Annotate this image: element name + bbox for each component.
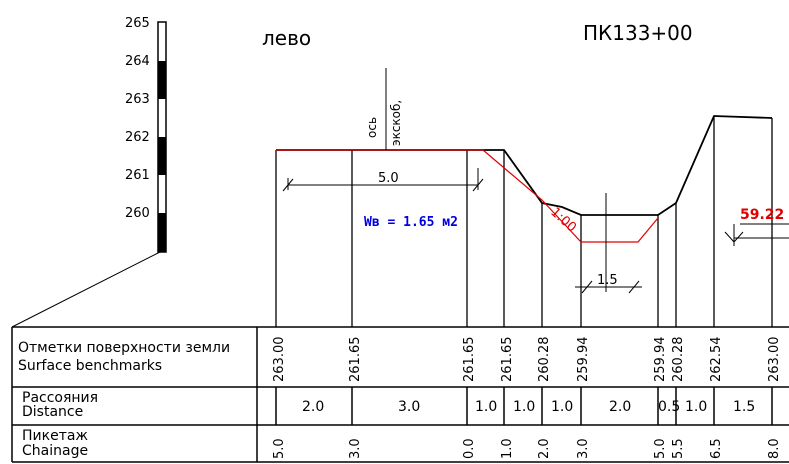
scale-label-260: 260 — [125, 206, 150, 221]
scale-block — [158, 137, 166, 175]
elevation-value: 262.54 — [709, 337, 724, 383]
elevation-value: 263.00 — [767, 337, 782, 383]
row-label-ru-chainage: Пикетаж — [22, 428, 88, 444]
row-label-en-distance: Distance — [22, 404, 83, 420]
elevation-value: 260.28 — [671, 337, 686, 383]
elevation-values: 263.00 261.65 261.65 261.65 260.28 259.9… — [272, 337, 782, 383]
area-label: Wв = 1.65 м2 — [364, 215, 458, 230]
scale-block — [158, 61, 166, 99]
data-table — [11, 326, 789, 463]
chainage-value: 3.0 — [576, 438, 591, 459]
bottom-width-value: 1.5 — [597, 273, 618, 288]
row-label-en-elevation: Surface benchmarks — [18, 358, 162, 374]
width-value: 5.0 — [378, 171, 399, 186]
distance-value: 2.0 — [302, 399, 324, 415]
distance-value: 2.0 — [609, 399, 631, 415]
distance-value: 1.0 — [513, 399, 535, 415]
scale-label-262: 262 — [125, 130, 150, 145]
chainage-value: 0.0 — [462, 438, 477, 459]
scale-block — [158, 213, 166, 252]
scale-label-265: 265 — [125, 16, 150, 31]
scale-label-261: 261 — [125, 168, 150, 183]
elevation-value: 261.65 — [462, 337, 477, 383]
ground-profile-line — [276, 115, 773, 216]
design-profile-line — [276, 149, 659, 243]
elevation-value: 259.94 — [576, 337, 591, 383]
elevation-value: 260.28 — [537, 337, 552, 383]
mark-arrow — [724, 231, 744, 243]
elevation-scale: 265 264 263 262 261 260 — [125, 16, 167, 253]
distance-value: 0.5 — [658, 399, 680, 415]
distance-value: 1.0 — [475, 399, 497, 415]
distance-values: 2.0 3.0 1.0 1.0 1.0 2.0 0.5 1.0 1.5 — [302, 399, 755, 415]
distance-value: 1.5 — [733, 399, 755, 415]
chainage-value: 1.0 — [500, 438, 515, 459]
chainage-value: 8.0 — [767, 438, 782, 459]
ordinate-lines — [275, 116, 773, 327]
row-label-ru-distance: Рассояния — [22, 390, 98, 406]
dimension-tick — [628, 280, 640, 294]
chainage-value: 5.5 — [671, 438, 686, 459]
right-elevation-mark: 59.22 — [740, 207, 784, 223]
elevation-value: 261.65 — [500, 337, 515, 383]
row-label-en-chainage: Chainage — [22, 443, 88, 459]
chainage-value: 5.0 — [653, 438, 668, 459]
dimension-tick — [581, 280, 593, 294]
chainage-value: 3.0 — [348, 438, 363, 459]
side-label: лево — [262, 26, 311, 50]
row-label-ru-elevation: Отметки поверхности земли — [18, 340, 230, 356]
slope-label: 1:00 — [547, 205, 579, 236]
chainage-value: 2.0 — [537, 438, 552, 459]
station-label: ПК133+00 — [583, 21, 693, 45]
distance-value: 1.0 — [685, 399, 707, 415]
chainage-value: 6.5 — [709, 438, 724, 459]
leader-line — [11, 251, 161, 328]
elevation-value: 263.00 — [272, 337, 287, 383]
chainage-value: 5.0 — [272, 438, 287, 459]
elevation-value: 261.65 — [348, 337, 363, 383]
scale-label-264: 264 — [125, 54, 150, 69]
axis-label-1: ось — [365, 117, 379, 138]
elevation-value: 259.94 — [653, 337, 668, 383]
axis-label-2: экскоб, — [389, 100, 403, 146]
scale-label-263: 263 — [125, 92, 150, 107]
distance-value: 1.0 — [551, 399, 573, 415]
distance-value: 3.0 — [398, 399, 420, 415]
chainage-values: 5.0 3.0 0.0 1.0 2.0 3.0 5.0 5.5 6.5 8.0 — [272, 438, 782, 459]
